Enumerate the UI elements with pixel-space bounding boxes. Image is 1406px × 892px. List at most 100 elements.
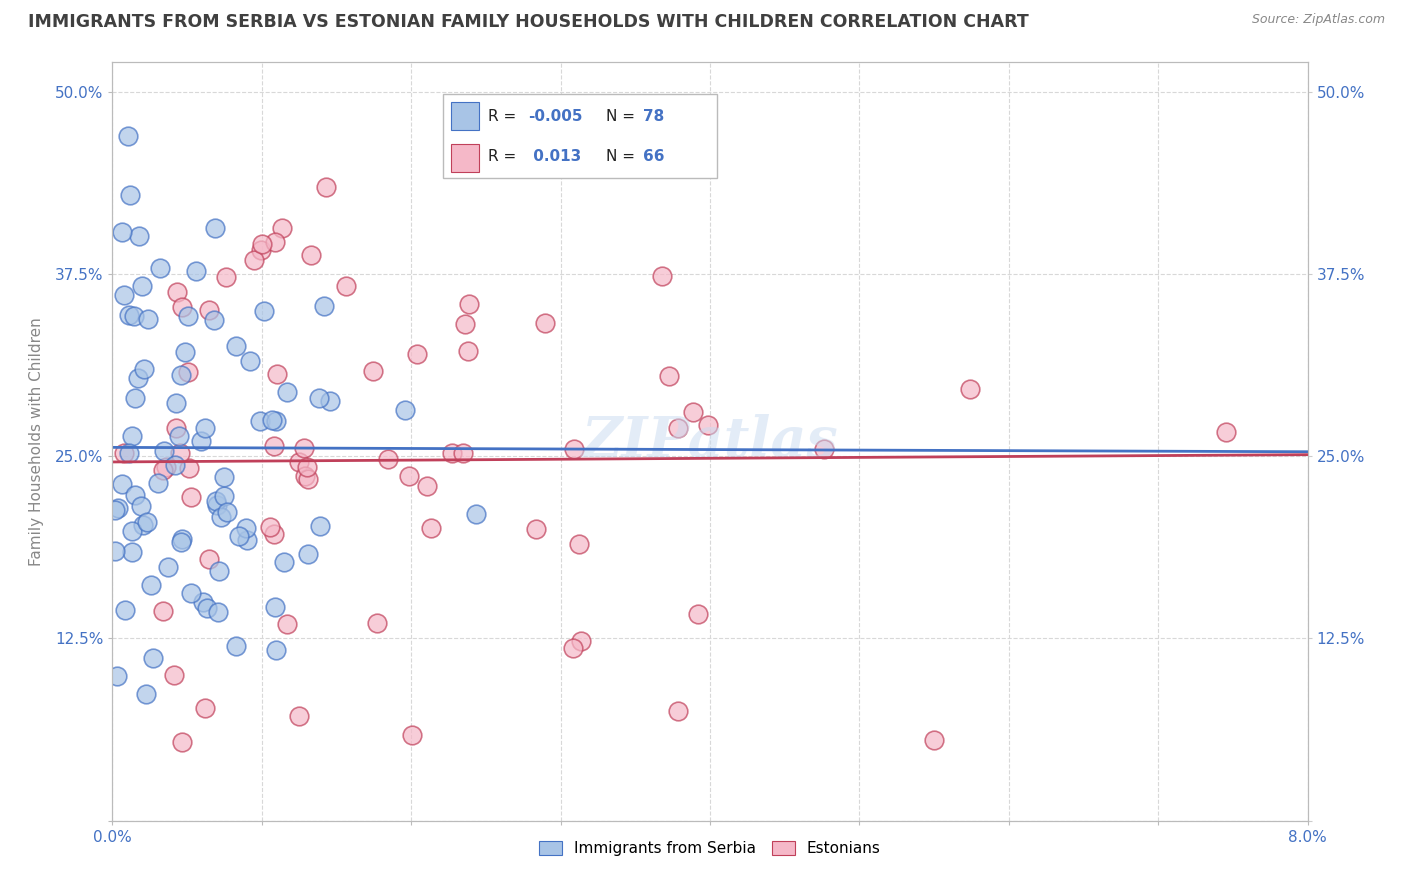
Point bbox=[208, 564, 231, 578]
Point bbox=[250, 237, 273, 252]
Point bbox=[297, 548, 319, 562]
Point bbox=[184, 264, 207, 278]
Point bbox=[129, 499, 152, 513]
Point bbox=[177, 460, 200, 475]
Point bbox=[180, 586, 202, 600]
Point bbox=[666, 420, 689, 434]
Point bbox=[169, 446, 191, 460]
Point bbox=[262, 413, 284, 427]
Point bbox=[263, 600, 285, 615]
Point bbox=[124, 488, 146, 502]
Point bbox=[295, 459, 318, 474]
Point bbox=[1215, 425, 1237, 440]
Point bbox=[212, 470, 235, 484]
Point bbox=[207, 605, 229, 619]
Point bbox=[266, 367, 288, 381]
Point bbox=[276, 617, 298, 632]
Point bbox=[263, 235, 285, 250]
Point bbox=[124, 391, 146, 405]
Point bbox=[163, 458, 186, 473]
Point bbox=[236, 533, 259, 547]
Point bbox=[569, 634, 592, 648]
Point bbox=[308, 391, 330, 405]
Point bbox=[264, 414, 287, 428]
Point bbox=[401, 728, 423, 742]
Point bbox=[177, 309, 200, 323]
Point bbox=[195, 601, 218, 615]
Point bbox=[363, 364, 385, 378]
Point bbox=[155, 460, 177, 475]
Point bbox=[250, 243, 273, 257]
Point bbox=[416, 479, 439, 493]
Point bbox=[198, 551, 221, 566]
Point bbox=[451, 446, 474, 460]
Point bbox=[682, 405, 704, 419]
Point bbox=[688, 607, 710, 621]
Point bbox=[215, 270, 238, 285]
Point bbox=[813, 442, 835, 457]
Point bbox=[314, 299, 336, 313]
Point bbox=[105, 669, 128, 683]
Point bbox=[118, 446, 141, 460]
Point bbox=[132, 361, 155, 376]
Point bbox=[440, 446, 463, 460]
Point bbox=[319, 394, 342, 409]
Point bbox=[162, 668, 184, 682]
Text: N =: N = bbox=[606, 109, 636, 124]
Point bbox=[172, 734, 194, 748]
Point bbox=[696, 417, 718, 432]
Point bbox=[457, 344, 479, 359]
Point bbox=[205, 499, 228, 513]
Point bbox=[177, 365, 200, 379]
Y-axis label: Family Households with Children: Family Households with Children bbox=[30, 318, 44, 566]
Text: -0.005: -0.005 bbox=[527, 109, 582, 124]
Point bbox=[180, 491, 202, 505]
Point bbox=[104, 544, 127, 558]
Point bbox=[658, 369, 681, 384]
Point bbox=[172, 533, 194, 547]
Point bbox=[276, 385, 298, 400]
Point bbox=[169, 429, 191, 443]
Point bbox=[239, 354, 262, 368]
Point bbox=[264, 643, 287, 657]
Point bbox=[121, 429, 143, 443]
Text: R =: R = bbox=[488, 109, 516, 124]
Point bbox=[152, 604, 174, 618]
Point bbox=[398, 468, 420, 483]
Point bbox=[136, 516, 159, 530]
Point bbox=[263, 439, 285, 453]
Legend: Immigrants from Serbia, Estonians: Immigrants from Serbia, Estonians bbox=[533, 835, 887, 863]
Point bbox=[120, 188, 142, 202]
Point bbox=[315, 180, 337, 194]
Point bbox=[458, 297, 481, 311]
Text: Source: ZipAtlas.com: Source: ZipAtlas.com bbox=[1251, 13, 1385, 27]
Point bbox=[959, 383, 981, 397]
Text: N =: N = bbox=[606, 149, 636, 164]
Point bbox=[524, 522, 547, 536]
Point bbox=[263, 526, 285, 541]
Point bbox=[132, 517, 155, 532]
Point bbox=[534, 316, 557, 330]
Point bbox=[243, 253, 266, 268]
Point bbox=[190, 434, 212, 448]
Point bbox=[259, 519, 281, 533]
Point bbox=[118, 308, 141, 322]
Text: 0.013: 0.013 bbox=[527, 149, 581, 164]
Point bbox=[112, 288, 135, 302]
Text: 66: 66 bbox=[643, 149, 665, 164]
Point bbox=[142, 651, 165, 665]
Point bbox=[165, 396, 187, 410]
Point bbox=[104, 503, 127, 517]
Point bbox=[420, 521, 443, 535]
Point bbox=[562, 442, 585, 457]
Point bbox=[454, 317, 477, 331]
Text: ZIPatlas: ZIPatlas bbox=[582, 414, 838, 469]
Point bbox=[225, 339, 247, 353]
Point bbox=[128, 228, 150, 243]
Point bbox=[273, 555, 295, 569]
Point bbox=[121, 524, 143, 538]
FancyBboxPatch shape bbox=[451, 144, 478, 171]
Point bbox=[148, 476, 170, 491]
Point bbox=[153, 444, 176, 458]
Point bbox=[117, 129, 139, 144]
